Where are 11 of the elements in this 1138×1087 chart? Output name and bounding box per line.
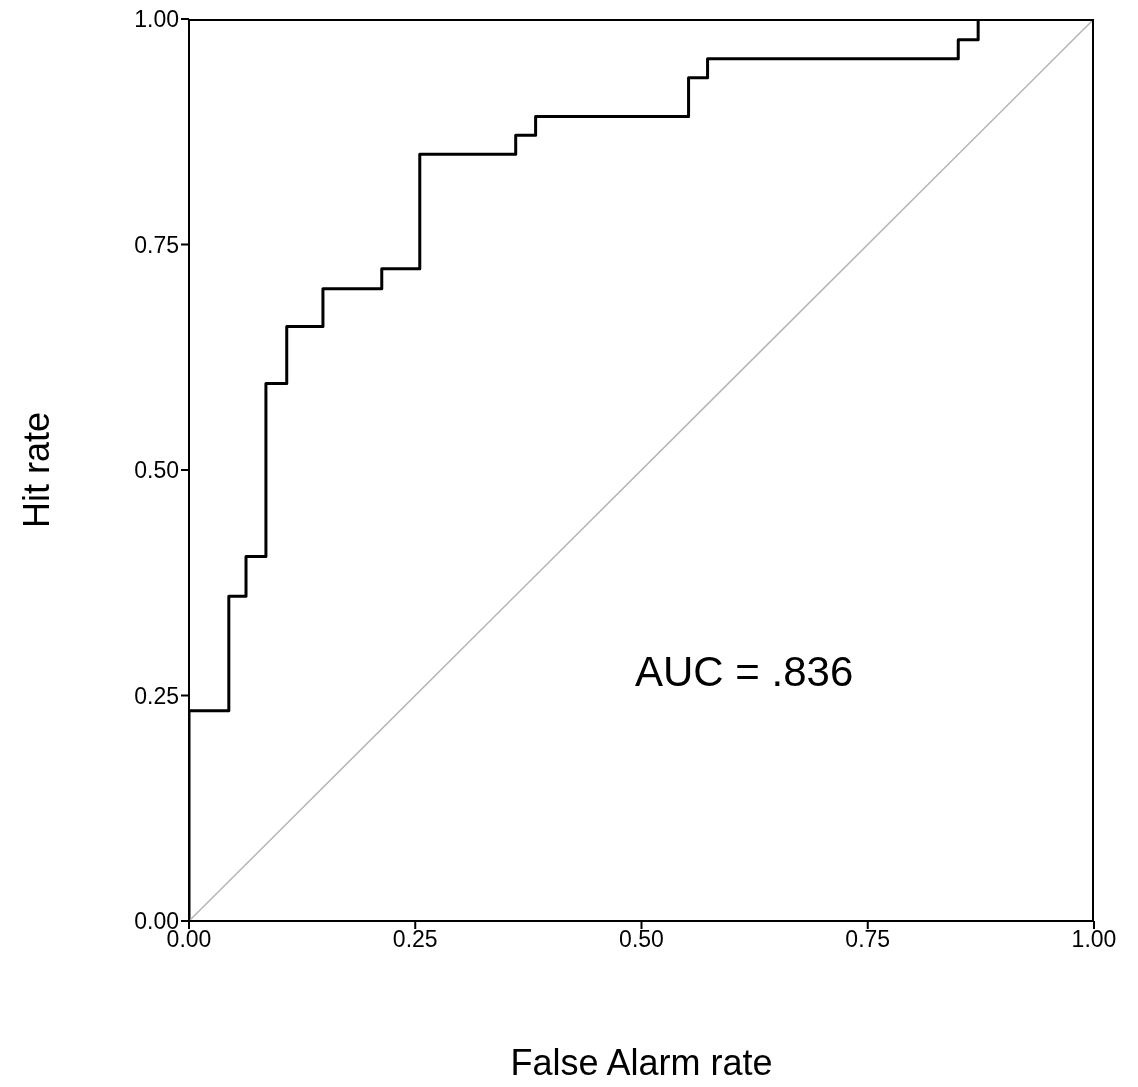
x-axis-title: False Alarm rate [510,1042,773,1083]
annotation: AUC = .836 [635,648,854,696]
y-tick-label: 1.00 [134,6,179,33]
x-tick-label: 0.25 [392,926,438,953]
y-tick-label: 0.75 [134,231,179,258]
y-axis-title: Hit rate [15,411,57,529]
y-tick-label: 0.50 [134,457,179,484]
x-tick-label: 0.75 [845,926,891,953]
y-tick-label: 0.25 [134,682,179,709]
x-tick-label: 1.00 [1071,926,1117,953]
x-tick-label: 0.50 [619,926,664,953]
